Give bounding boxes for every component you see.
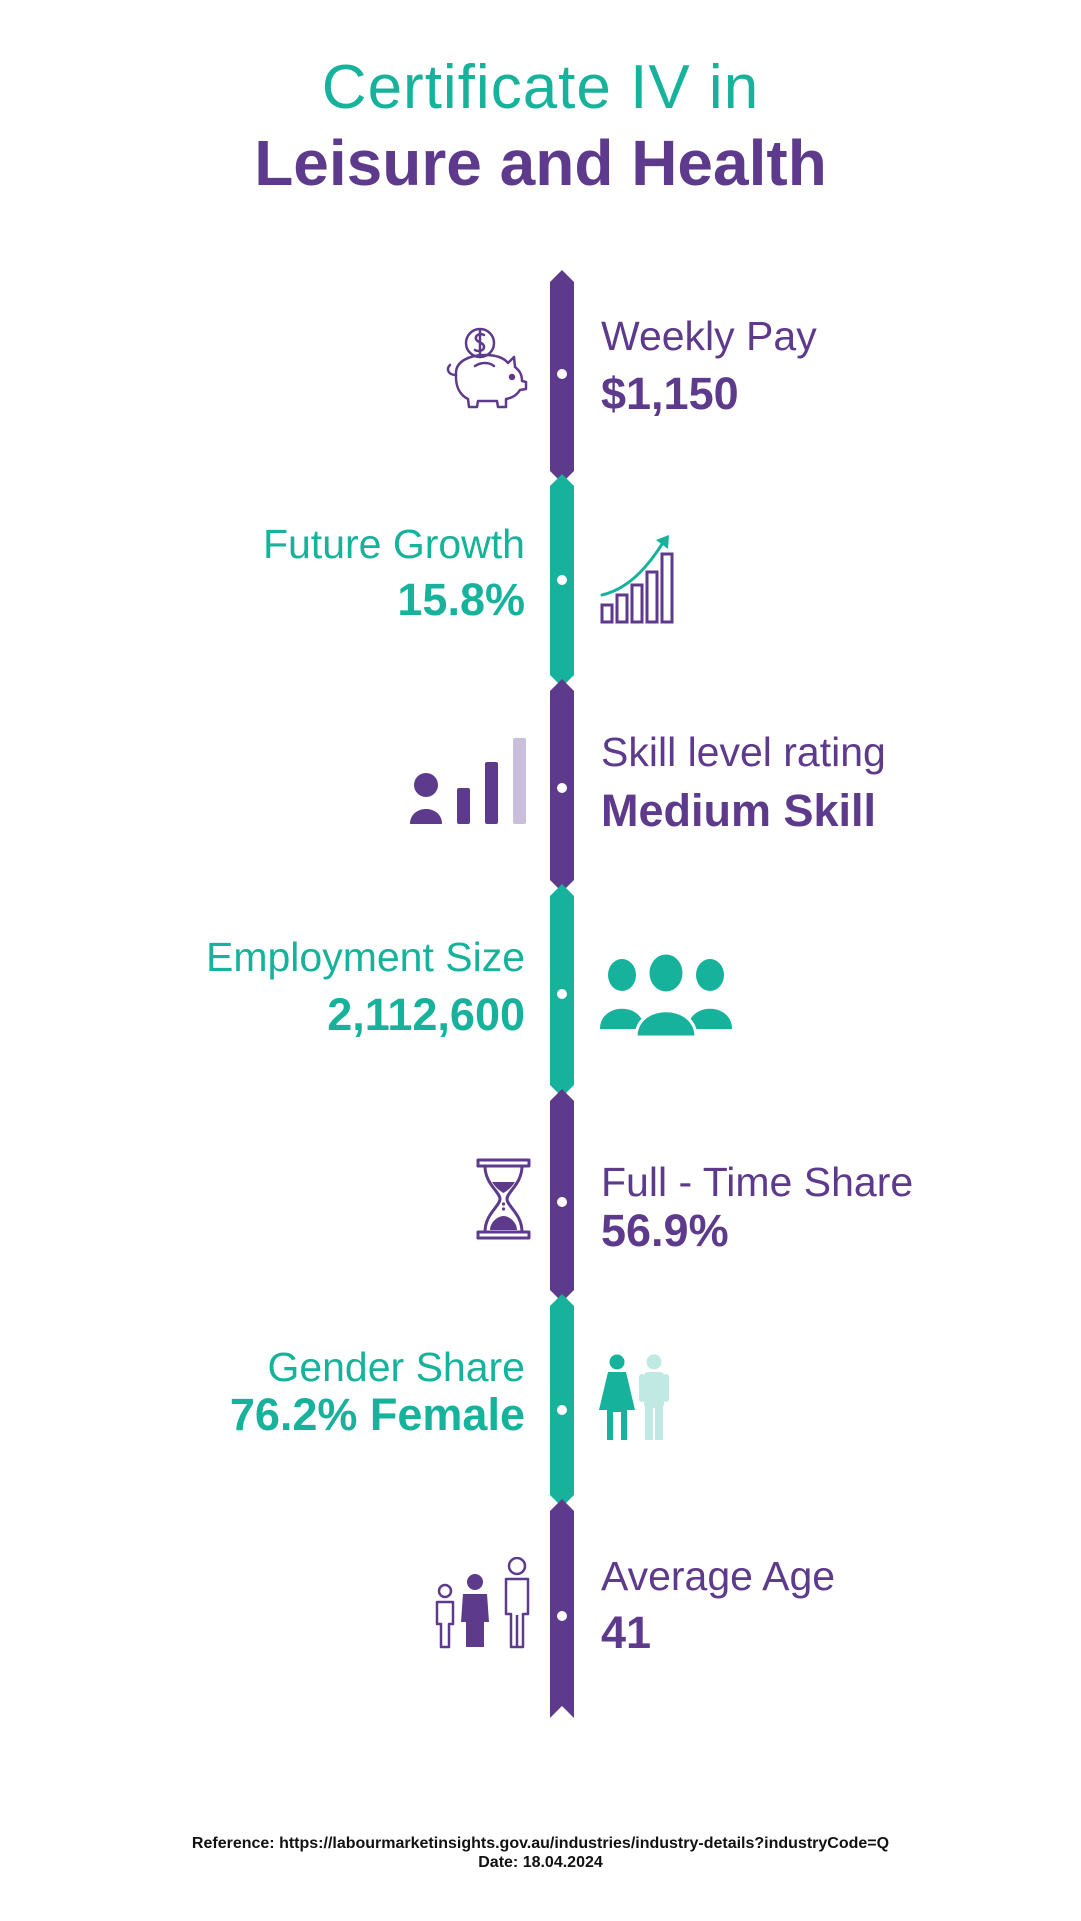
skill-level-value: Medium Skill [601, 785, 877, 836]
female-figure [599, 1354, 635, 1440]
reference-text: Reference: https://labourmarketinsights.… [191, 1835, 890, 1852]
future-growth-label: Future Growth [262, 521, 525, 567]
growth-chart-icon [600, 535, 674, 624]
title-line-2: Leisure and Health [254, 127, 827, 199]
future-growth-value: 15.8% [397, 574, 525, 625]
employment-size-value: 2,112,600 [327, 989, 525, 1040]
average-age-label: Average Age [601, 1553, 836, 1599]
timeline-segment-7 [550, 1499, 574, 1718]
timeline-segment-2 [550, 474, 574, 687]
timeline-segment-5 [550, 1089, 574, 1302]
skill-level-label: Skill level rating [601, 729, 886, 775]
date-text: Date: 18.04.2024 [478, 1854, 603, 1871]
full-time-share-label: Full - Time Share [601, 1159, 914, 1205]
gender-share-value: 76.2% Female [229, 1389, 525, 1440]
title-line-1: Certificate IV in [321, 53, 760, 122]
timeline-segment-1 [550, 270, 574, 483]
timeline-segment-6 [550, 1294, 574, 1507]
full-time-share-value: 56.9% [601, 1205, 729, 1256]
employment-size-label: Employment Size [205, 934, 525, 980]
gender-share-label: Gender Share [267, 1344, 525, 1390]
weekly-pay-label: Weekly Pay [601, 313, 817, 359]
piggy-bank-icon [446, 327, 528, 409]
hourglass-icon [476, 1158, 531, 1240]
average-age-value: 41 [601, 1607, 652, 1658]
people-group-icon [600, 952, 732, 1037]
weekly-pay-value: $1,150 [601, 368, 739, 419]
male-figure [639, 1354, 669, 1440]
family-age-icon [435, 1557, 530, 1649]
skill-level-icon [410, 738, 526, 824]
timeline-segment-4 [550, 884, 574, 1097]
timeline-segment-3 [550, 679, 574, 892]
gender-icon [599, 1354, 669, 1440]
